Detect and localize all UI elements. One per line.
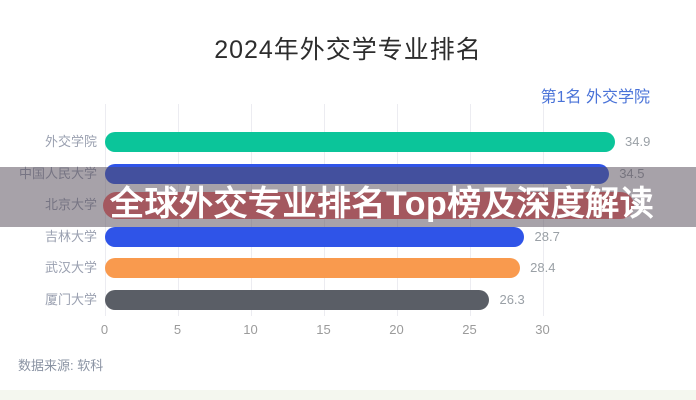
category-label: 厦门大学 [44,291,97,307]
chart-title: 2024年外交学专业排名 [214,36,482,64]
value-label: 26.3 [499,291,525,307]
x-tick-label: 30 [535,322,550,337]
x-tick-label: 10 [243,322,258,337]
headline-title: 全球外交专业排名Top榜及深度解读 [110,185,655,223]
bar [105,226,525,247]
bar [105,258,520,278]
x-tick-label: 5 [173,322,182,337]
x-tick-label: 20 [389,322,404,337]
value-label: 28.4 [530,260,556,275]
x-tick-label: 15 [316,322,331,337]
value-label: 28.7 [534,228,560,244]
x-tick-label: 25 [462,322,477,337]
data-source-note: 数据来源: 软科 [18,358,104,373]
category-label: 吉林大学 [44,228,97,244]
category-label: 武汉大学 [44,260,97,275]
headline-ribbon [103,192,634,219]
value-label: 34.9 [625,134,651,149]
category-label: 外交学院 [44,134,97,149]
x-tick-label: 0 [100,322,109,337]
bar [105,132,615,152]
bar [105,289,489,310]
rank-annotation: 第1名 外交学院 [540,89,650,106]
footer-strip [0,390,696,400]
